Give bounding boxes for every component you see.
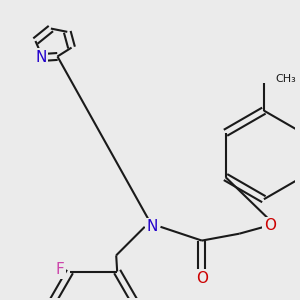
Text: F: F	[56, 262, 64, 277]
Text: CH₃: CH₃	[276, 74, 296, 84]
Text: N: N	[35, 50, 46, 65]
Text: N: N	[147, 219, 158, 234]
Text: O: O	[196, 271, 208, 286]
Text: O: O	[264, 218, 276, 233]
